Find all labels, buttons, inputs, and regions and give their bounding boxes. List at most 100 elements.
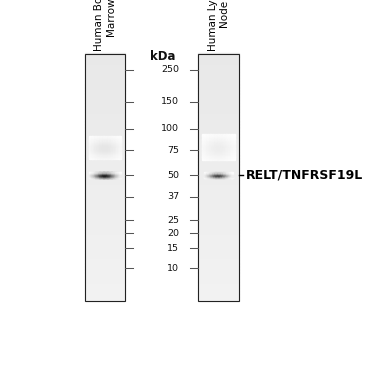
Bar xyxy=(97,152,99,153)
Bar xyxy=(198,161,238,165)
Bar xyxy=(119,144,121,145)
Bar xyxy=(119,137,121,138)
Bar xyxy=(105,144,107,145)
Bar xyxy=(116,148,118,150)
Bar xyxy=(198,112,238,116)
Bar xyxy=(85,93,125,97)
Bar xyxy=(206,156,207,158)
Bar xyxy=(198,140,238,143)
Bar xyxy=(110,153,112,154)
Bar xyxy=(220,141,222,142)
Bar xyxy=(97,144,99,145)
Bar xyxy=(105,155,107,157)
Bar xyxy=(94,140,96,142)
Bar xyxy=(210,148,212,150)
Bar xyxy=(230,138,231,140)
Bar xyxy=(89,150,91,151)
Bar xyxy=(198,220,238,224)
Bar xyxy=(198,297,238,300)
Bar xyxy=(106,142,108,144)
Bar xyxy=(92,144,94,145)
Bar xyxy=(116,155,118,157)
Bar xyxy=(213,137,215,138)
Bar xyxy=(223,141,225,142)
Bar xyxy=(198,97,238,100)
Bar xyxy=(94,137,96,138)
Bar xyxy=(228,154,230,155)
Bar xyxy=(233,134,235,136)
Bar xyxy=(217,138,219,140)
Text: RELT/TNFRSF19L: RELT/TNFRSF19L xyxy=(246,169,363,182)
Bar xyxy=(223,155,225,157)
Bar xyxy=(198,128,238,131)
Bar xyxy=(108,142,110,144)
Bar xyxy=(202,134,204,136)
Bar xyxy=(230,147,231,149)
Bar xyxy=(91,158,93,159)
Bar xyxy=(105,153,107,154)
Bar xyxy=(108,156,110,158)
Bar xyxy=(215,135,217,137)
Bar xyxy=(218,146,220,147)
Bar xyxy=(89,136,91,137)
Bar xyxy=(220,150,222,152)
Bar xyxy=(230,158,231,159)
Bar xyxy=(116,150,118,151)
Bar xyxy=(99,155,100,157)
Bar xyxy=(118,144,120,145)
Bar xyxy=(212,146,214,147)
Bar xyxy=(206,143,207,145)
Bar xyxy=(204,145,206,146)
Bar xyxy=(104,137,105,138)
Bar xyxy=(110,152,112,153)
Bar xyxy=(231,154,233,155)
Bar xyxy=(108,137,110,138)
Bar xyxy=(226,155,228,157)
Bar xyxy=(231,141,233,142)
Bar xyxy=(108,154,110,156)
Bar xyxy=(231,159,233,160)
Bar xyxy=(217,135,219,137)
Bar xyxy=(89,147,91,148)
Bar xyxy=(215,159,217,160)
Bar xyxy=(209,147,211,149)
Bar xyxy=(222,138,224,140)
Bar xyxy=(198,134,238,137)
Bar xyxy=(225,142,226,144)
Bar xyxy=(85,217,125,220)
Bar xyxy=(218,158,220,159)
Bar xyxy=(225,152,226,154)
Bar xyxy=(94,154,96,156)
Bar xyxy=(198,263,238,267)
Text: 150: 150 xyxy=(161,97,179,106)
Bar xyxy=(228,134,230,136)
Bar xyxy=(85,273,125,276)
Bar xyxy=(110,144,112,145)
Bar xyxy=(198,53,238,57)
Bar xyxy=(105,151,107,152)
Bar xyxy=(113,141,115,143)
Bar xyxy=(95,145,97,146)
Bar xyxy=(207,145,209,146)
Bar xyxy=(99,154,100,156)
Bar xyxy=(92,148,94,150)
Bar xyxy=(206,145,207,146)
Bar xyxy=(94,151,96,152)
Bar xyxy=(108,139,110,141)
Bar xyxy=(111,155,113,157)
Bar xyxy=(222,158,224,159)
Bar xyxy=(113,147,115,148)
Bar xyxy=(222,151,224,153)
Bar xyxy=(94,147,96,148)
Bar xyxy=(212,134,214,136)
Bar xyxy=(85,236,125,239)
Bar xyxy=(226,137,228,138)
Bar xyxy=(85,155,125,159)
Bar xyxy=(119,145,121,146)
Bar xyxy=(204,150,206,152)
Bar xyxy=(104,153,105,154)
Bar xyxy=(217,146,219,147)
Bar xyxy=(85,84,125,88)
Bar xyxy=(198,72,238,75)
Bar xyxy=(118,155,120,157)
